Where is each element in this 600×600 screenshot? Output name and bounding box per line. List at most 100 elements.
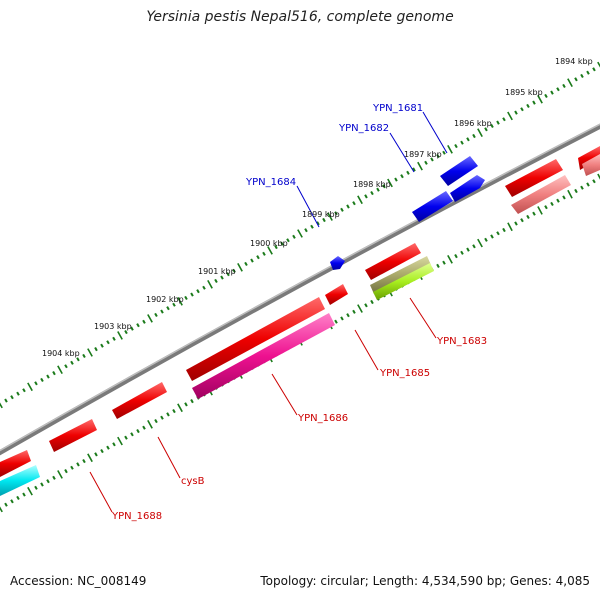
scale-tick-minor bbox=[142, 319, 146, 324]
scale-tick-minor bbox=[502, 227, 506, 233]
scale-tick-minor bbox=[514, 110, 518, 115]
scale-tick-minor bbox=[532, 211, 536, 216]
scale-tick-minor bbox=[436, 263, 440, 268]
scale-tick-minor bbox=[544, 205, 548, 210]
gene-red-left bbox=[49, 419, 97, 452]
scale-tick-minor bbox=[586, 70, 590, 75]
scale-tick-minor bbox=[136, 428, 140, 434]
label-ypn-1686: YPN_1686 bbox=[297, 413, 348, 424]
scale-tick-minor bbox=[526, 214, 530, 220]
label-ypn-1685: YPN_1685 bbox=[379, 368, 430, 379]
scale-tick-minor bbox=[454, 254, 458, 259]
scale-tick-minor bbox=[10, 499, 14, 504]
minus-strand-genes bbox=[330, 156, 485, 270]
scale-tick-minor bbox=[472, 244, 476, 249]
scale-tick-minor bbox=[550, 201, 554, 207]
scale-tick-minor bbox=[502, 117, 506, 122]
scale-tick-minor bbox=[40, 377, 44, 383]
scale-tick-minor bbox=[130, 432, 134, 437]
label-cysb: cysB bbox=[181, 476, 205, 487]
scale-tick-minor bbox=[442, 260, 446, 265]
scale-label-1896: 1896 kbp bbox=[454, 119, 492, 128]
scale-tick-minor bbox=[130, 326, 134, 331]
scale-tick-minor bbox=[22, 492, 26, 497]
scale-tick-minor bbox=[100, 343, 104, 348]
scale-tick-major bbox=[177, 403, 183, 413]
scale-tick-minor bbox=[190, 292, 194, 297]
scale-tick-minor bbox=[424, 160, 428, 165]
scale-tick-minor bbox=[184, 402, 188, 407]
scale-tick-minor bbox=[592, 179, 596, 184]
scale-tick-minor bbox=[460, 250, 464, 255]
scale-tick-major bbox=[507, 111, 513, 121]
scale-label-1894: 1894 kbp bbox=[555, 57, 593, 66]
scale-tick-minor bbox=[322, 217, 326, 223]
genome-summary-text: Topology: circular; Length: 4,534,590 bp… bbox=[260, 574, 590, 588]
scale-tick-minor bbox=[94, 452, 98, 457]
scale-tick-minor bbox=[352, 309, 356, 314]
scale-tick-minor bbox=[124, 435, 128, 440]
scale-tick-minor bbox=[52, 475, 56, 480]
scale-tick-major bbox=[507, 222, 513, 232]
scale-tick-minor bbox=[226, 272, 230, 277]
scale-tick-minor bbox=[154, 418, 158, 424]
scale-tick-major bbox=[447, 145, 453, 154]
scale-tick-minor bbox=[142, 425, 146, 430]
scale-tick-major bbox=[57, 365, 63, 374]
scale-tick-minor bbox=[172, 302, 176, 307]
scale-tick-major bbox=[597, 61, 600, 68]
scale-tick-minor bbox=[292, 234, 296, 239]
gene-ypn-1685-feature bbox=[325, 284, 348, 305]
scale-tick-minor bbox=[460, 140, 464, 145]
scale-tick-minor bbox=[214, 278, 218, 284]
scale-tick-minor bbox=[304, 228, 308, 233]
scale-tick-minor bbox=[316, 221, 320, 226]
scale-tick-major bbox=[477, 238, 483, 248]
scale-tick-minor bbox=[346, 204, 350, 209]
scale-tick-minor bbox=[250, 258, 254, 263]
scale-tick-minor bbox=[310, 224, 314, 229]
gene-blue-arrow-a bbox=[450, 175, 485, 202]
scale-label-1902: 1902 kbp bbox=[146, 295, 184, 304]
scale-tick-major bbox=[417, 161, 423, 171]
scale-label-1898: 1898 kbp bbox=[353, 180, 391, 189]
genome-backbone bbox=[0, 123, 600, 456]
scale-tick-major bbox=[267, 246, 273, 255]
scale-tick-major bbox=[117, 331, 123, 340]
scale-tick-minor bbox=[70, 360, 74, 365]
gene-ypn-1686-magenta bbox=[192, 313, 335, 399]
scale-tick-major bbox=[297, 229, 303, 238]
scale-tick-minor bbox=[160, 309, 164, 314]
scale-tick-minor bbox=[202, 285, 206, 290]
scale-tick-minor bbox=[370, 190, 374, 196]
scale-tick-minor bbox=[340, 316, 344, 321]
scale-tick-minor bbox=[274, 244, 278, 250]
scale-tick-minor bbox=[472, 133, 476, 139]
scale-tick-minor bbox=[592, 67, 596, 72]
gene-ypn-1686-red bbox=[186, 297, 325, 381]
scale-tick-minor bbox=[196, 289, 200, 294]
scale-tick-minor bbox=[532, 100, 536, 105]
scale-tick-major bbox=[597, 173, 600, 180]
scale-tick-minor bbox=[286, 238, 290, 243]
scale-tick-minor bbox=[112, 442, 116, 447]
gene-ypn-1688-feature bbox=[0, 450, 31, 477]
scale-tick-minor bbox=[232, 268, 236, 273]
scale-tick-major bbox=[237, 263, 243, 272]
label-ypn-1684: YPN_1684 bbox=[245, 177, 296, 188]
map-title: Yersinia pestis Nepal516, complete genom… bbox=[146, 9, 454, 25]
scale-tick-major bbox=[117, 436, 123, 446]
scale-tick-minor bbox=[106, 445, 110, 450]
scale-tick-minor bbox=[436, 153, 440, 159]
scale-tick-minor bbox=[394, 177, 398, 182]
scale-tick-major bbox=[87, 453, 93, 463]
scale-tick-major bbox=[477, 128, 483, 137]
scale-tick-major bbox=[207, 280, 213, 289]
scale-tick-major bbox=[177, 297, 183, 306]
scale-tick-minor bbox=[406, 170, 410, 175]
scale-tick-minor bbox=[346, 313, 350, 318]
scale-tick-minor bbox=[82, 458, 86, 464]
scale-tick-minor bbox=[430, 157, 434, 162]
scale-tick-major bbox=[447, 255, 453, 264]
